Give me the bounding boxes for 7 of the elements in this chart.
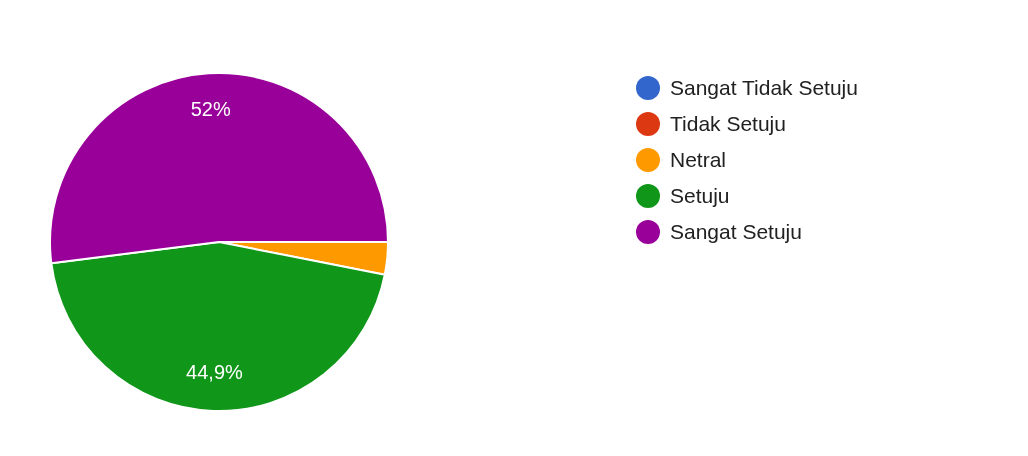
legend-label: Setuju — [670, 184, 730, 208]
data-label: 44,9% — [186, 361, 244, 384]
legend-label: Netral — [670, 148, 727, 172]
legend-label: Sangat Tidak Setuju — [670, 76, 858, 100]
legend-label: Tidak Setuju — [670, 112, 786, 136]
data-label: 52% — [190, 97, 231, 120]
legend-label: Sangat Setuju — [670, 220, 802, 244]
